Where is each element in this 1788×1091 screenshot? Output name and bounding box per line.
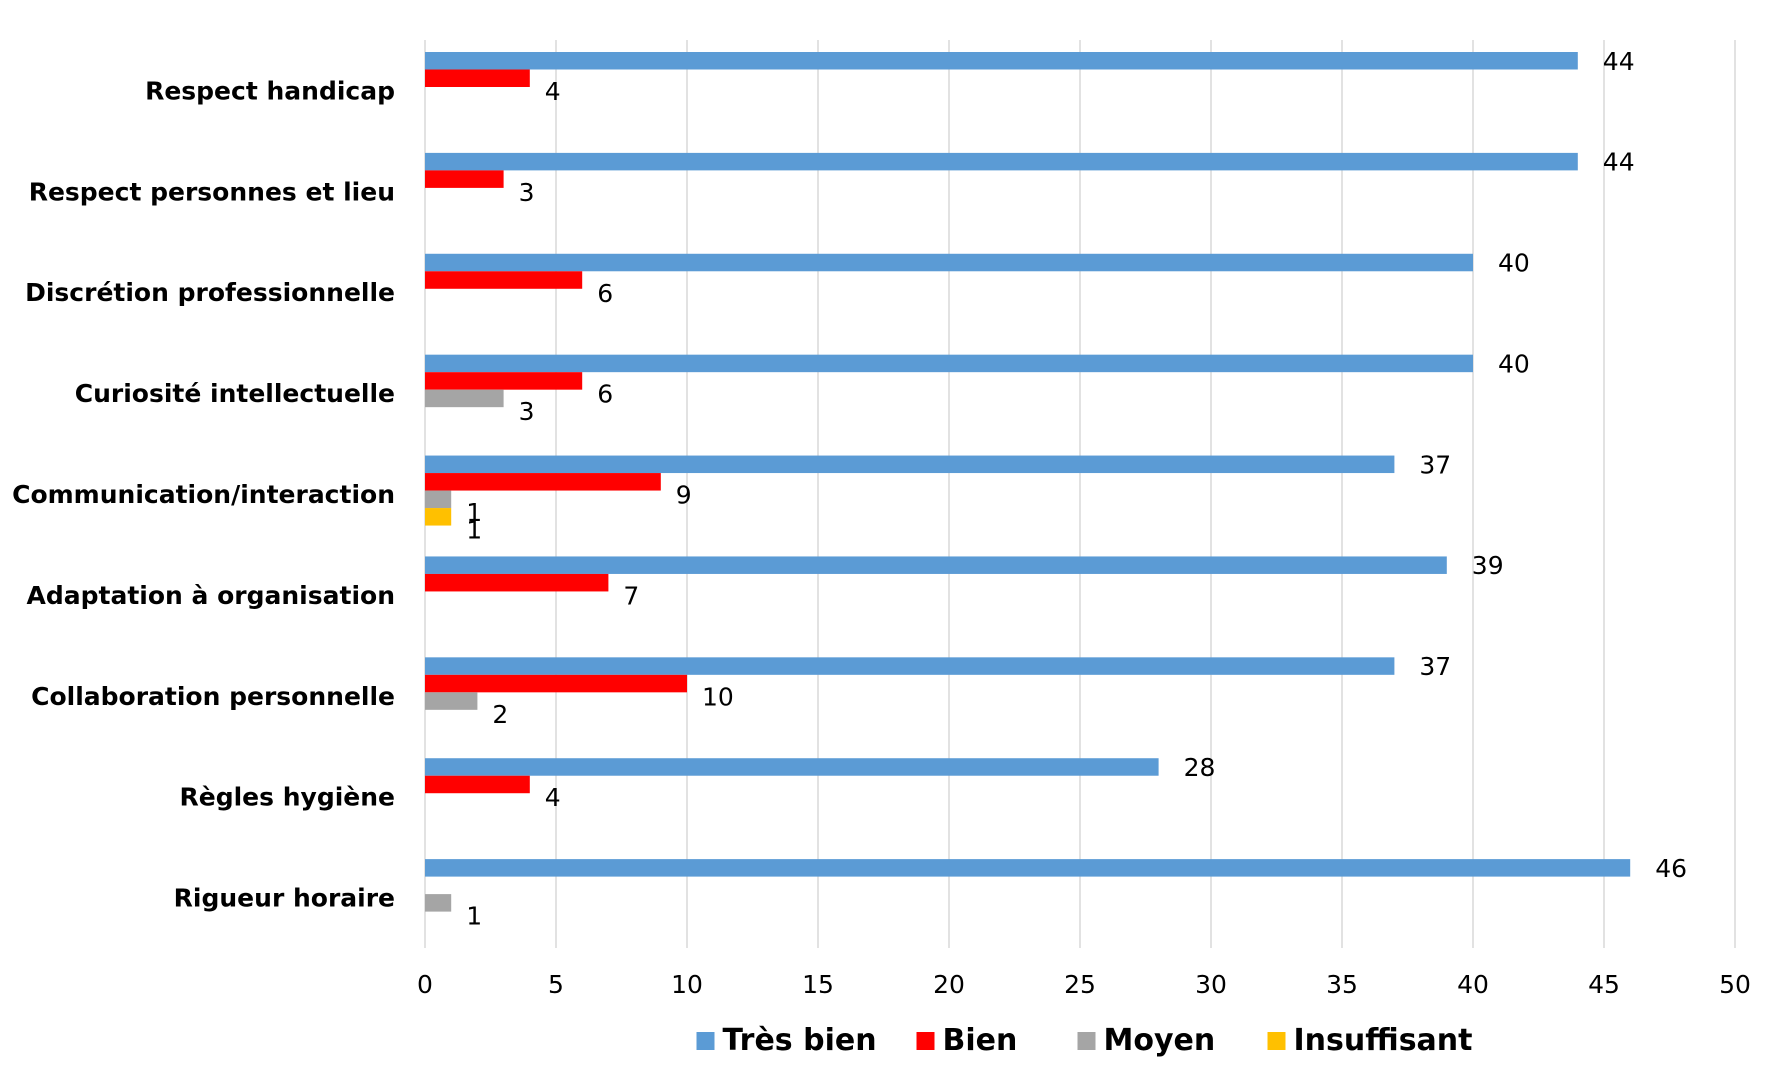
x-tick-label: 50 xyxy=(1719,970,1751,999)
data-label: 7 xyxy=(623,581,639,610)
legend-swatch xyxy=(696,1032,715,1050)
bar-très-bien xyxy=(425,354,1473,373)
category-axis: Respect handicap Respect personnes et lie… xyxy=(12,76,395,912)
category-label: Rigueur horaire xyxy=(174,884,395,913)
legend-swatch xyxy=(916,1032,935,1050)
x-tick-label: 30 xyxy=(1195,970,1227,999)
x-tick-label: 0 xyxy=(417,970,433,999)
bar-bien xyxy=(425,271,583,289)
data-label: 6 xyxy=(597,279,613,308)
data-label: 4 xyxy=(545,77,561,106)
category-label: Règles hygiène xyxy=(180,783,395,812)
bar-bien xyxy=(425,473,661,491)
legend-label: Très bien xyxy=(723,1023,877,1058)
data-label: 40 xyxy=(1498,249,1530,278)
data-label: 9 xyxy=(676,481,692,510)
data-label: 37 xyxy=(1419,652,1451,681)
data-label: 3 xyxy=(519,178,535,207)
category-label: Discrétion professionnelle xyxy=(25,278,395,307)
category-label: Curiosité intellectuelle xyxy=(75,379,395,408)
legend-swatch xyxy=(1077,1032,1096,1050)
x-tick-label: 40 xyxy=(1457,970,1489,999)
data-label: 40 xyxy=(1498,349,1530,378)
gridlines xyxy=(424,40,1736,948)
x-tick-label: 35 xyxy=(1326,970,1358,999)
x-tick-label: 25 xyxy=(1064,970,1096,999)
bar-bien xyxy=(425,69,530,87)
category-label: Adaptation à organisation xyxy=(27,581,395,610)
data-label: 1 xyxy=(466,516,482,545)
bar-très-bien xyxy=(425,152,1578,171)
bar-bien xyxy=(425,372,583,390)
bar-moyen xyxy=(425,490,452,509)
legend: Très bien Bien Moyen Insuffisant xyxy=(696,1023,1473,1058)
data-label: 6 xyxy=(597,380,613,409)
bar-très-bien xyxy=(425,657,1395,675)
category-label: Collaboration personnelle xyxy=(31,682,395,711)
bar-très-bien xyxy=(425,52,1578,70)
bar-moyen xyxy=(425,389,504,408)
data-label: 46 xyxy=(1655,854,1687,883)
data-label: 1 xyxy=(466,498,482,527)
data-label: 39 xyxy=(1472,551,1504,580)
data-label: 1 xyxy=(466,902,482,931)
x-tick-label: 15 xyxy=(802,970,834,999)
category-label: Communication/interaction xyxy=(12,480,395,509)
bars xyxy=(425,52,1631,912)
legend-swatch xyxy=(1267,1032,1286,1050)
legend-label: Insuffisant xyxy=(1294,1023,1473,1058)
data-label: 44 xyxy=(1603,47,1635,76)
bar-très-bien xyxy=(425,859,1631,877)
bar-bien xyxy=(425,674,687,693)
x-tick-label: 5 xyxy=(548,970,564,999)
bar-insuffisant xyxy=(425,508,452,526)
bar-très-bien xyxy=(425,556,1447,574)
bar-bien xyxy=(425,775,530,794)
data-label: 44 xyxy=(1603,148,1635,177)
legend-label: Moyen xyxy=(1104,1023,1216,1058)
bar-très-bien xyxy=(425,758,1159,776)
data-label: 28 xyxy=(1184,753,1216,782)
bar-très-bien xyxy=(425,253,1473,272)
value-axis: 0 5 10 15 20 25 30 35 40 45 50 xyxy=(417,970,1751,999)
bar-moyen xyxy=(425,894,452,912)
category-label: Respect personnes et lieu xyxy=(29,177,395,206)
x-tick-label: 45 xyxy=(1588,970,1620,999)
data-label: 10 xyxy=(702,682,734,711)
data-label: 4 xyxy=(545,783,561,812)
legend-label: Bien xyxy=(943,1023,1018,1058)
data-label: 37 xyxy=(1419,450,1451,479)
x-tick-label: 20 xyxy=(933,970,965,999)
x-tick-label: 10 xyxy=(671,970,703,999)
bar-bien xyxy=(425,170,504,188)
bar-très-bien xyxy=(425,455,1395,474)
category-label: Respect handicap xyxy=(145,76,395,105)
bar-moyen xyxy=(425,692,478,710)
data-label: 2 xyxy=(492,700,508,729)
data-label: 3 xyxy=(519,397,535,426)
bar-bien xyxy=(425,573,609,592)
